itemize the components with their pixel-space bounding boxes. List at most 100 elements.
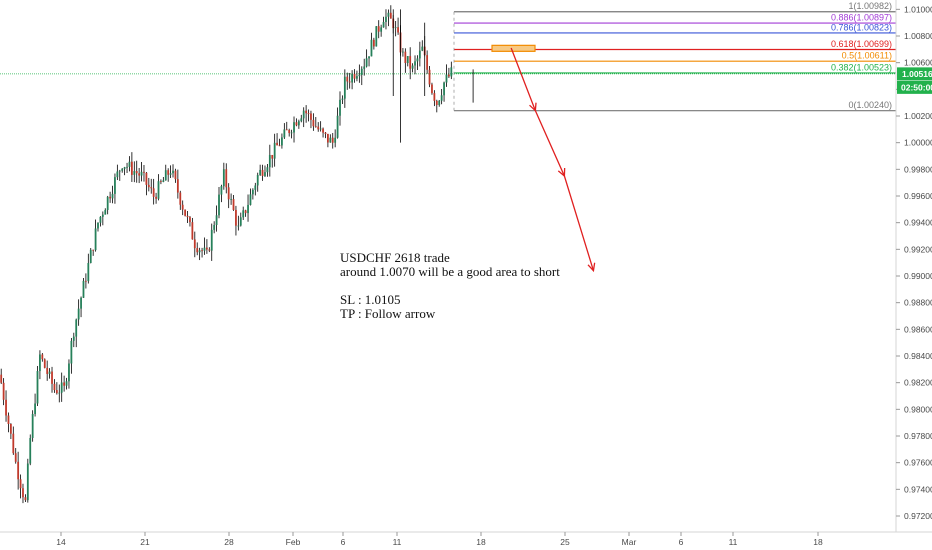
price-tick-label: 0.98400 [904,351,932,361]
candle-up [256,174,259,186]
candle-up [416,58,419,62]
candle-down [244,210,247,214]
candle-down [130,161,133,175]
candle-up [365,58,368,67]
candle-up [249,194,252,205]
time-tick-label: Mar [622,537,637,547]
candle-down [92,249,95,251]
candle-up [336,115,339,138]
candle-down [143,171,145,173]
candle-down [167,170,170,175]
candle-down [189,217,191,223]
candle-up [101,214,104,217]
candle-up [402,51,404,53]
candle-down [404,51,407,64]
price-tick-label: 1.01000 [904,4,932,14]
candle-up [26,463,29,501]
candle-down [225,169,228,188]
price-tick-label: 0.98000 [904,404,932,414]
fib-level-label: 0(1.00240) [848,100,892,110]
candle-down [227,187,230,200]
candle-down [346,76,349,82]
candle-up [406,56,409,64]
candle-down [433,93,436,101]
candle-down [2,382,5,400]
candle-up [114,177,116,194]
candle-up [290,132,293,134]
arrow-head [587,262,596,273]
candle-up [77,308,80,320]
candle-down [307,113,310,115]
time-tick-label: 11 [393,537,402,547]
candle-down [232,199,235,210]
arrow-line[interactable] [510,47,595,271]
candle-up [164,170,167,181]
candle-down [206,247,208,250]
candle-up [80,297,82,309]
candle-up [387,12,390,17]
candle-down [5,399,7,416]
price-badges: 1.00516 02:50:00 [897,67,932,94]
price-tick-label: 1.00000 [904,138,932,148]
price-tick-label: 1.00200 [904,111,932,121]
candle-down [14,453,17,462]
candle-up [302,110,305,119]
candle-down [389,12,392,19]
candle-up [39,354,41,372]
candle-down [310,113,312,120]
candle-down [19,479,22,489]
price-tick-label: 0.97800 [904,431,932,441]
candle-down [176,179,179,193]
current-price-label: 1.00516 [902,69,932,79]
candle-down [41,354,44,360]
candle-up [414,61,416,66]
candle-up [172,170,174,174]
candle-down [426,55,429,70]
candle-up [82,280,85,298]
short-entry-zone[interactable] [491,44,536,52]
candle-up [380,27,383,32]
candle-down [428,69,431,85]
candle-up [356,76,358,79]
time-tick-label: Feb [286,537,301,547]
candle-up [230,199,232,200]
price-tick-label: 0.97400 [904,484,932,494]
candle-up [111,193,114,199]
candle-down [51,371,53,384]
price-tick-label: 0.99200 [904,244,932,254]
price-tick-label: 0.99600 [904,191,932,201]
candle-up [329,137,332,143]
candle-up [334,137,337,143]
candle-down [160,181,162,182]
candle-up [106,196,109,210]
candle-up [273,142,276,159]
candle-down [55,390,58,394]
candle-down [285,129,288,131]
candle-up [319,128,322,130]
price-axis[interactable]: 1.010001.008001.006001.004001.002001.000… [895,0,932,532]
candlestick-series [0,5,474,504]
short-zone-box[interactable] [491,44,536,52]
candle-down [295,122,298,126]
candle-down [312,119,315,127]
fib-level-label: 0.786(1.00823) [831,22,892,32]
arrow-head [557,167,566,178]
candle-down [181,204,184,210]
fibonacci-retracement[interactable]: 1(1.00982) 0.886(1.00897)0.786(1.00823) 0.… [0,1,896,112]
candle-down [43,359,46,368]
candle-up [343,76,346,99]
candle-up [169,173,172,175]
candle-up [58,392,61,394]
candle-down [377,26,380,32]
candle-up [375,26,378,47]
candle-down [109,196,111,199]
time-tick-label: 25 [560,537,570,547]
candle-down [435,100,438,106]
candle-up [259,169,262,175]
time-axis[interactable]: 14 21 28 Feb 6 11 18 25 Mar 6 11 18 [0,531,932,547]
candle-up [443,82,445,96]
projected-path-arrow[interactable] [510,47,596,273]
candle-down [196,248,199,253]
